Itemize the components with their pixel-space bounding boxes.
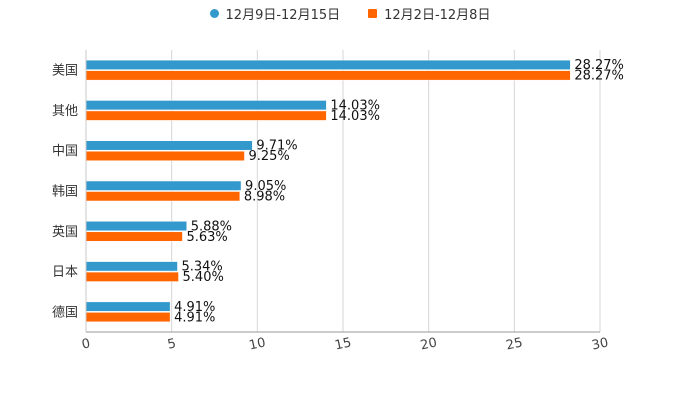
legend: 12月9日-12月15日 12月2日-12月8日 [0, 3, 700, 23]
data-labels: 28.27%28.27% 14.03%14.03% 9.71%9.25% 9.05%8… [174, 58, 624, 325]
data-label-series-2: 4.91% [174, 310, 215, 325]
data-label-series-1: 5.88% [191, 219, 232, 234]
grid-lines [171, 50, 601, 332]
category-label: 德国 [52, 305, 78, 320]
data-label-series-1: 28.27% [574, 58, 624, 73]
category-label: 其他 [52, 104, 78, 119]
data-label-series-1: 5.34% [181, 260, 222, 275]
bar-series-2[interactable] [85, 110, 327, 121]
legend-item-series-2[interactable]: 12月2日-12月8日 [368, 3, 490, 23]
x-tick-label: 0 [80, 336, 91, 352]
data-label-series-2: 28.27% [574, 69, 624, 84]
bar-series-1[interactable] [85, 301, 171, 312]
bar-series-2[interactable] [85, 70, 571, 81]
category-label: 中国 [52, 144, 78, 159]
legend-marker-series-1-icon [209, 8, 219, 18]
bar-series-2[interactable] [85, 271, 179, 282]
bar-series-1[interactable] [85, 140, 253, 151]
bars [85, 59, 571, 323]
data-label-series-2: 8.98% [244, 190, 285, 205]
x-tick-label: 5 [166, 336, 177, 352]
bar-series-1[interactable] [85, 261, 178, 272]
legend-marker-series-2-icon [368, 8, 378, 18]
legend-label-series-2: 12月2日-12月8日 [384, 7, 491, 23]
bar-series-1[interactable] [85, 221, 187, 232]
category-label: 韩国 [52, 185, 78, 200]
legend-label-series-1: 12月9日-12月15日 [225, 7, 341, 23]
bar-series-2[interactable] [85, 312, 171, 323]
data-label-series-2: 5.63% [186, 230, 227, 245]
data-label-series-2: 14.03% [330, 109, 380, 124]
data-label-series-1: 9.05% [245, 179, 286, 194]
x-tick-label: 25 [505, 335, 524, 353]
data-label-series-1: 14.03% [330, 98, 380, 113]
data-label-series-2: 9.25% [248, 149, 289, 164]
data-label-series-1: 4.91% [174, 300, 215, 315]
bar-series-2[interactable] [85, 191, 241, 202]
x-tick-label: 10 [248, 335, 267, 353]
x-tick-label: 30 [590, 335, 609, 353]
bar-series-2[interactable] [85, 150, 245, 161]
category-label: 英国 [52, 225, 78, 240]
x-tick-label: 15 [333, 335, 352, 353]
data-label-series-2: 5.40% [183, 270, 224, 285]
bar-series-1[interactable] [85, 59, 571, 70]
data-label-series-1: 9.71% [256, 139, 297, 154]
bar-series-1[interactable] [85, 180, 242, 191]
bar-series-2[interactable] [85, 231, 183, 242]
category-label: 美国 [52, 64, 78, 79]
x-tick-label: 20 [419, 335, 438, 353]
legend-item-series-1[interactable]: 12月9日-12月15日 [209, 3, 341, 23]
category-label: 日本 [52, 265, 78, 280]
bar-series-1[interactable] [85, 100, 327, 111]
